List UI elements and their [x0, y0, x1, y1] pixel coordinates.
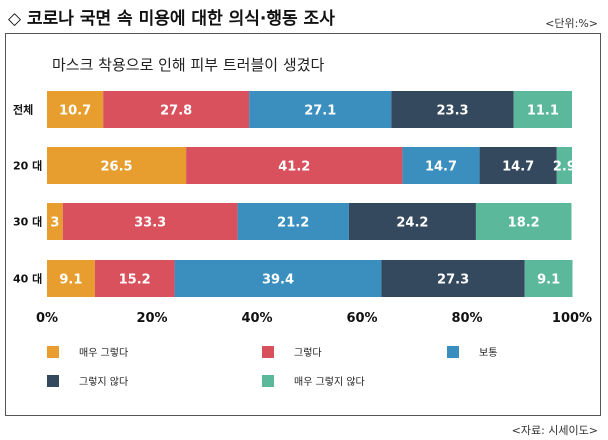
x-tick-label: 60% — [346, 311, 377, 326]
legend-label: 보통 — [479, 347, 497, 359]
category-label: 전체 — [13, 103, 33, 117]
data-label: 24.2 — [396, 216, 428, 231]
legend-swatch — [47, 346, 59, 358]
bar-segment — [249, 91, 392, 128]
data-label: 9.1 — [59, 273, 82, 288]
data-label: 33.3 — [134, 216, 166, 231]
chart-title: 마스크 착용으로 인해 피부 트러블이 생겼다 — [52, 56, 324, 74]
bar-segment — [186, 147, 403, 184]
data-label: 27.8 — [160, 104, 192, 119]
bar-segment — [475, 203, 572, 240]
data-label: 21.2 — [277, 216, 309, 231]
data-label: 39.4 — [262, 273, 294, 288]
data-label: 9.1 — [537, 273, 560, 288]
x-tick-label: 80% — [451, 311, 482, 326]
data-label: 11.1 — [527, 104, 559, 119]
bar-segment — [94, 260, 175, 297]
bar-segment — [174, 260, 382, 297]
bar-segment — [524, 260, 573, 297]
category-label: 30 대 — [13, 215, 42, 229]
data-label: 2.9 — [553, 160, 576, 175]
data-label: 14.7 — [502, 160, 534, 175]
legend-swatch — [447, 346, 459, 358]
data-label: 26.5 — [101, 160, 133, 175]
bar-segment — [47, 260, 95, 297]
legend-label: 그렇다 — [294, 346, 322, 359]
legend-swatch — [262, 346, 274, 358]
data-label: 27.3 — [437, 273, 469, 288]
x-tick-label: 20% — [136, 311, 167, 326]
bar-segment — [513, 91, 572, 128]
x-tick-label: 40% — [241, 311, 272, 326]
bar-segment — [381, 260, 525, 297]
x-tick-label: 100% — [552, 311, 592, 326]
bar-segment — [556, 147, 572, 184]
bar-segment — [47, 147, 187, 184]
data-label: 23.3 — [437, 104, 469, 119]
bar-segment — [237, 203, 349, 240]
legend-swatch — [47, 375, 59, 387]
data-label: 41.2 — [278, 160, 310, 175]
bar-segment — [103, 91, 250, 128]
data-label: 3 — [50, 216, 59, 231]
data-label: 10.7 — [59, 104, 91, 119]
bar-segment — [479, 147, 557, 184]
legend-label: 매우 그렇다 — [79, 346, 128, 359]
x-tick-label: 0% — [36, 311, 58, 326]
data-label: 18.2 — [508, 216, 540, 231]
page-title: ◇ 코로나 국면 속 미용에 대한 의식·행동 조사 — [8, 9, 335, 29]
unit-label: <단위:%> — [545, 17, 598, 30]
data-label: 15.2 — [119, 273, 151, 288]
data-label: 14.7 — [425, 160, 457, 175]
bar-segment — [402, 147, 480, 184]
category-label: 20 대 — [13, 159, 42, 173]
category-label: 40 대 — [13, 272, 42, 286]
bar-segment — [62, 203, 238, 240]
bar-segment — [348, 203, 476, 240]
legend-label: 매우 그렇지 않다 — [294, 375, 365, 388]
bar-segment — [391, 91, 514, 128]
bar-segment — [47, 91, 104, 128]
legend-label: 그렇지 않다 — [79, 375, 128, 388]
legend-swatch — [262, 375, 274, 387]
source-label: <자료: 시세이도> — [511, 424, 598, 437]
data-label: 27.1 — [304, 104, 336, 119]
bar-segment — [47, 203, 63, 240]
